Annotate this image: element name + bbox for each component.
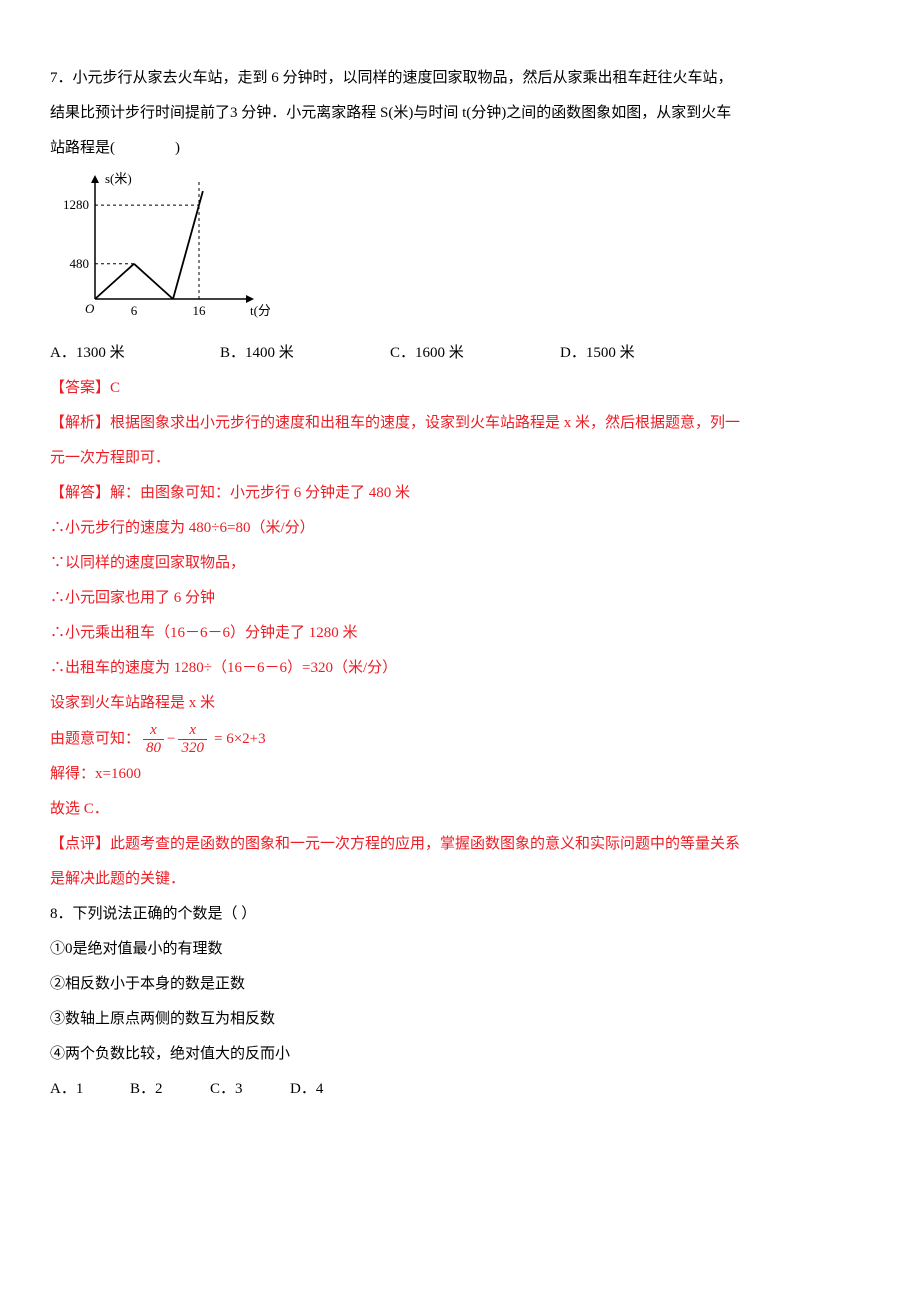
svg-text:t(分钟): t(分钟) [250, 303, 270, 318]
q8-stem: 8．下列说法正确的个数是（ ） [50, 898, 870, 931]
q7-solve-1: 【解答】解：由图象可知：小元步行 6 分钟走了 480 米 [50, 477, 870, 510]
svg-text:O: O [85, 301, 95, 316]
q8-options: A．1 B．2 C．3 D．4 [50, 1073, 870, 1106]
q7-options: A．1300 米 B．1400 米 C．1600 米 D．1500 米 [50, 337, 870, 370]
svg-text:480: 480 [70, 256, 90, 271]
q8-s3: ③数轴上原点两侧的数互为相反数 [50, 1003, 870, 1036]
q7-opt-d: D．1500 米 [560, 337, 730, 370]
eq-rhs: = 6×2+3 [214, 723, 266, 756]
eq-prefix: 由题意可知： [50, 723, 140, 756]
svg-text:s(米): s(米) [105, 171, 132, 186]
q7-solve-2: ∴小元步行的速度为 480÷6=80（米/分） [50, 512, 870, 545]
q7-opt-a: A．1300 米 [50, 337, 220, 370]
q7-answer: 【答案】C [50, 372, 870, 405]
eq-num2: x [178, 722, 207, 740]
q8-opt-a: A．1 [50, 1073, 130, 1106]
q7-line3: 站路程是( ) [50, 132, 870, 165]
q8-s2: ②相反数小于本身的数是正数 [50, 968, 870, 1001]
q7-solve-10: 故选 C． [50, 793, 870, 826]
svg-text:16: 16 [193, 303, 207, 318]
eq-num1: x [143, 722, 164, 740]
q7-analysis-2: 元一次方程即可． [50, 442, 870, 475]
q7-solve-7: 设家到火车站路程是 x 米 [50, 687, 870, 720]
q7-equation: 由题意可知： x 80 − x 320 = 6×2+3 [50, 722, 870, 756]
svg-text:1280: 1280 [63, 197, 89, 212]
q7-solve-4: ∴小元回家也用了 6 分钟 [50, 582, 870, 615]
q7-analysis-1: 【解析】根据图象求出小元步行的速度和出租车的速度，设家到火车站路程是 x 米，然… [50, 407, 870, 440]
eq-den1: 80 [143, 740, 164, 757]
minus-sign: − [167, 723, 175, 756]
q8-opt-d: D．4 [290, 1073, 370, 1106]
q7-chart: 480 1280 6 16 Os(米) t(分钟) [50, 169, 870, 337]
q7-solve-6: ∴出租车的速度为 1280÷（16－6－6）=320（米/分） [50, 652, 870, 685]
q7-comment-1: 【点评】此题考查的是函数的图象和一元一次方程的应用，掌握函数图象的意义和实际问题… [50, 828, 870, 861]
q7-solve-3: ∵以同样的速度回家取物品， [50, 547, 870, 580]
q8-opt-b: B．2 [130, 1073, 210, 1106]
q8-opt-c: C．3 [210, 1073, 290, 1106]
q8-s1: ①0是绝对值最小的有理数 [50, 933, 870, 966]
q8-s4: ④两个负数比较，绝对值大的反而小 [50, 1038, 870, 1071]
eq-frac2: x 320 [178, 722, 207, 756]
q7-comment-2: 是解决此题的关键． [50, 863, 870, 896]
q7-solve-9: 解得：x=1600 [50, 758, 870, 791]
eq-den2: 320 [178, 740, 207, 757]
q7-opt-b: B．1400 米 [220, 337, 390, 370]
q7-opt-c: C．1600 米 [390, 337, 560, 370]
q7-line1: 7．小元步行从家去火车站，走到 6 分钟时，以同样的速度回家取物品，然后从家乘出… [50, 62, 870, 95]
q7-solve-5: ∴小元乘出租车（16－6－6）分钟走了 1280 米 [50, 617, 870, 650]
svg-text:6: 6 [131, 303, 138, 318]
q7-line2: 结果比预计步行时间提前了3 分钟．小元离家路程 S(米)与时间 t(分钟)之间的… [50, 97, 870, 130]
eq-frac1: x 80 [143, 722, 164, 756]
